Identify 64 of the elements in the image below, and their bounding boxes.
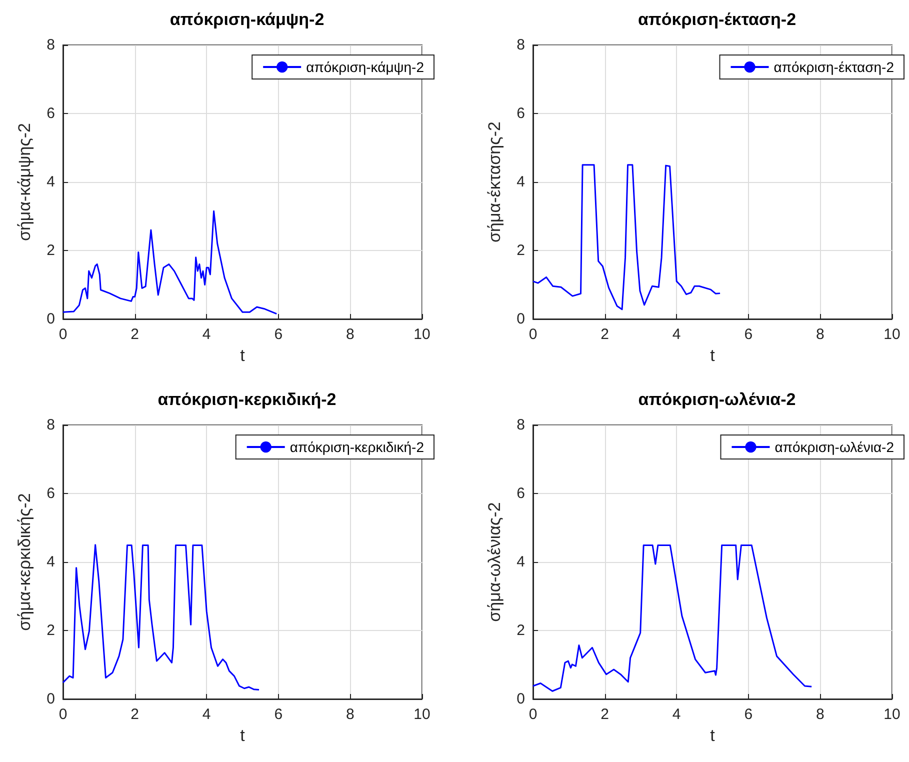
x-tick-label: 6 [744, 706, 753, 723]
x-tick-label: 0 [58, 706, 68, 723]
line-series [62, 544, 260, 691]
x-tick-label: 10 [414, 706, 430, 723]
x-tick-label: 8 [346, 706, 354, 723]
x-tick-label: 4 [672, 326, 681, 343]
x-axis-title: t [710, 726, 716, 745]
x-tick-label: 4 [202, 706, 211, 723]
y-tick-label: 0 [516, 310, 525, 328]
x-tick-label: 6 [274, 706, 283, 723]
x-tick-label: 10 [884, 326, 900, 343]
x-tick-label: 2 [600, 706, 609, 723]
x-tick-label: 2 [130, 326, 139, 343]
x-axis-title: t [240, 726, 246, 745]
line-series [532, 544, 812, 692]
line-series [532, 164, 721, 310]
y-tick-label: 8 [46, 36, 55, 54]
legend-label: απόκριση-κάμψη-2 [306, 59, 424, 75]
y-tick-label: 0 [516, 690, 525, 708]
x-tick-label: 8 [816, 706, 824, 723]
y-tick-label: 4 [516, 554, 525, 570]
x-tick-label: 0 [528, 326, 538, 343]
y-tick-label: 0 [46, 310, 55, 328]
y-axis-title: σήμα-κερκιδικής-2 [15, 493, 34, 631]
y-tick-label: 6 [46, 105, 55, 122]
x-tick-label: 8 [816, 326, 824, 343]
y-tick-label: 4 [46, 174, 55, 190]
legend-label: απόκριση-ωλένια-2 [774, 439, 894, 455]
y-tick-label: 8 [516, 416, 525, 434]
x-tick-label: 4 [202, 326, 211, 343]
x-axis-title: t [710, 346, 716, 365]
y-tick-label: 2 [516, 622, 525, 639]
line-series [62, 210, 278, 315]
x-tick-label: 10 [884, 706, 900, 723]
x-tick-label: 6 [274, 326, 283, 343]
y-tick-label: 2 [516, 242, 525, 259]
x-tick-label: 10 [414, 326, 430, 343]
x-tick-label: 6 [744, 326, 753, 343]
y-axis-title: σήμα-έκτασης-2 [485, 122, 504, 242]
x-tick-label: 2 [130, 706, 139, 723]
y-tick-label: 8 [516, 36, 525, 54]
x-tick-label: 8 [346, 326, 354, 343]
y-tick-label: 4 [516, 174, 525, 190]
x-tick-label: 0 [58, 326, 68, 343]
legend-label: απόκριση-έκταση-2 [774, 59, 894, 75]
y-tick-label: 2 [46, 622, 55, 639]
x-tick-label: 4 [672, 706, 681, 723]
chart-title: απόκριση-έκταση-2 [638, 10, 796, 29]
x-tick-label: 2 [600, 326, 609, 343]
y-tick-label: 6 [516, 485, 525, 502]
y-tick-label: 0 [46, 690, 55, 708]
y-tick-label: 6 [516, 105, 525, 122]
y-tick-label: 2 [46, 242, 55, 259]
x-tick-label: 0 [528, 706, 538, 723]
y-tick-label: 4 [46, 554, 55, 570]
x-axis-title: t [240, 346, 246, 365]
y-axis-title: σήμα-κάμψης-2 [15, 122, 34, 242]
chart-title: απόκριση-κάμψη-2 [170, 10, 324, 29]
chart-title: απόκριση-κερκιδική-2 [158, 390, 336, 409]
y-tick-label: 6 [46, 485, 55, 502]
legend-label: απόκριση-κερκιδική-2 [290, 439, 424, 455]
chart-title: απόκριση-ωλένια-2 [638, 390, 796, 409]
y-axis-title: σήμα-ωλένιας-2 [485, 502, 504, 622]
y-tick-label: 8 [46, 416, 55, 434]
